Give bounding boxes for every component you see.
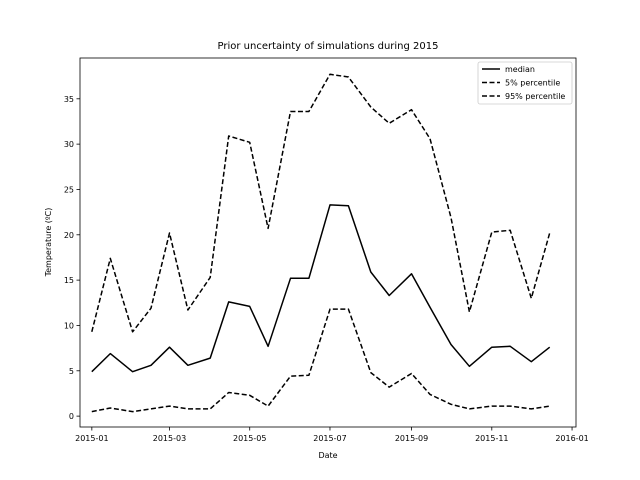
series-layer bbox=[91, 73, 551, 413]
chart-title: Prior uncertainty of simulations during … bbox=[218, 41, 439, 52]
y-tick-label: 20 bbox=[64, 231, 74, 240]
legend-box bbox=[477, 61, 573, 105]
series-line-median bbox=[91, 204, 551, 373]
x-tick-label: 2016-01 bbox=[555, 434, 588, 443]
y-tick-label: 25 bbox=[64, 185, 74, 194]
legend-label: 5% percentile bbox=[505, 79, 560, 88]
y-axis: 0 5 10 15 20 25 30 35 bbox=[64, 95, 80, 421]
y-tick-label: 5 bbox=[69, 367, 74, 376]
x-tick-label: 2015-09 bbox=[395, 434, 428, 443]
x-tick-label: 2015-01 bbox=[75, 434, 108, 443]
series-line-95-percentile bbox=[91, 308, 550, 413]
y-tick-label: 35 bbox=[64, 95, 74, 104]
y-tick-label: 0 bbox=[69, 412, 74, 421]
x-axis: 2015-01 2015-03 2015-05 2015-07 2015-09 2015-… bbox=[75, 427, 589, 443]
x-tick-label: 2015-07 bbox=[313, 434, 346, 443]
legend: median 5% percentile 95% percentile bbox=[477, 61, 573, 105]
y-tick-label: 15 bbox=[64, 276, 74, 285]
plot-area bbox=[79, 57, 577, 428]
legend-label: median bbox=[505, 65, 535, 74]
series-line-5-percentile bbox=[91, 73, 551, 333]
x-tick-label: 2015-11 bbox=[475, 434, 508, 443]
x-axis-title: Date bbox=[318, 451, 337, 460]
x-tick-label: 2015-05 bbox=[233, 434, 266, 443]
x-tick-label: 2015-03 bbox=[153, 434, 186, 443]
y-tick-label: 30 bbox=[64, 140, 74, 149]
y-axis-title: Temperature (ºC) bbox=[44, 208, 53, 278]
y-tick-label: 10 bbox=[64, 321, 74, 330]
legend-label: 95% percentile bbox=[505, 92, 565, 101]
